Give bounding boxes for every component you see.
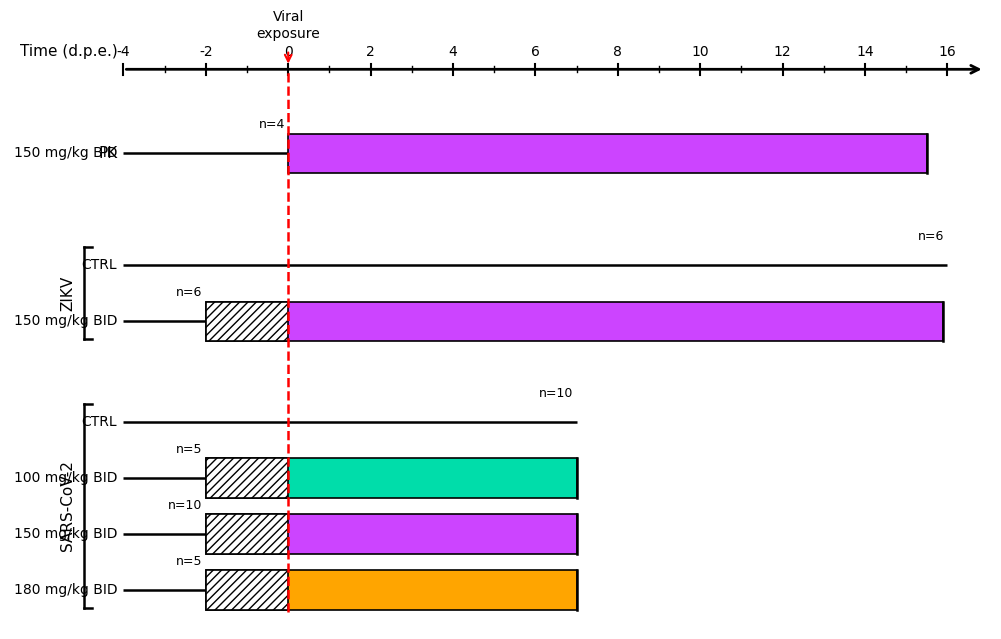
Text: 12: 12 — [774, 45, 792, 59]
Text: n=6: n=6 — [176, 286, 202, 300]
Text: 8: 8 — [614, 45, 623, 59]
Text: Time (d.p.e.): Time (d.p.e.) — [20, 44, 117, 59]
Text: n=4: n=4 — [258, 118, 285, 132]
Text: 4: 4 — [448, 45, 457, 59]
Text: n=5: n=5 — [176, 555, 202, 568]
Text: -4: -4 — [117, 45, 130, 59]
Text: CTRL: CTRL — [82, 415, 117, 429]
Text: Viral
exposure: Viral exposure — [256, 10, 320, 42]
Bar — [206, 571, 577, 610]
Bar — [206, 302, 943, 341]
Text: 14: 14 — [856, 45, 874, 59]
Bar — [206, 571, 288, 610]
Bar — [206, 514, 577, 553]
Text: 150 mg/kg BID: 150 mg/kg BID — [14, 527, 117, 541]
Bar — [206, 458, 577, 498]
Text: PK: PK — [98, 146, 117, 161]
Text: 0: 0 — [284, 45, 292, 59]
Text: 100 mg/kg BID: 100 mg/kg BID — [14, 471, 117, 485]
Text: 180 mg/kg BID: 180 mg/kg BID — [14, 583, 117, 597]
Text: CTRL: CTRL — [82, 258, 117, 272]
Bar — [206, 458, 288, 498]
Text: n=5: n=5 — [176, 443, 202, 456]
Text: n=6: n=6 — [918, 231, 944, 243]
Text: n=10: n=10 — [168, 499, 202, 512]
Text: SARS-CoV-2: SARS-CoV-2 — [60, 461, 75, 551]
Bar — [206, 514, 288, 553]
Text: -2: -2 — [199, 45, 212, 59]
Text: 150 mg/kg BID: 150 mg/kg BID — [14, 314, 117, 328]
Text: ZIKV: ZIKV — [60, 275, 75, 311]
Text: 2: 2 — [366, 45, 375, 59]
Text: 10: 10 — [692, 45, 709, 59]
Bar — [288, 134, 927, 173]
Text: n=10: n=10 — [539, 387, 574, 400]
Text: 150 mg/kg BID: 150 mg/kg BID — [14, 146, 117, 160]
Text: 6: 6 — [531, 45, 540, 59]
Text: 16: 16 — [939, 45, 956, 59]
Bar — [206, 302, 288, 341]
